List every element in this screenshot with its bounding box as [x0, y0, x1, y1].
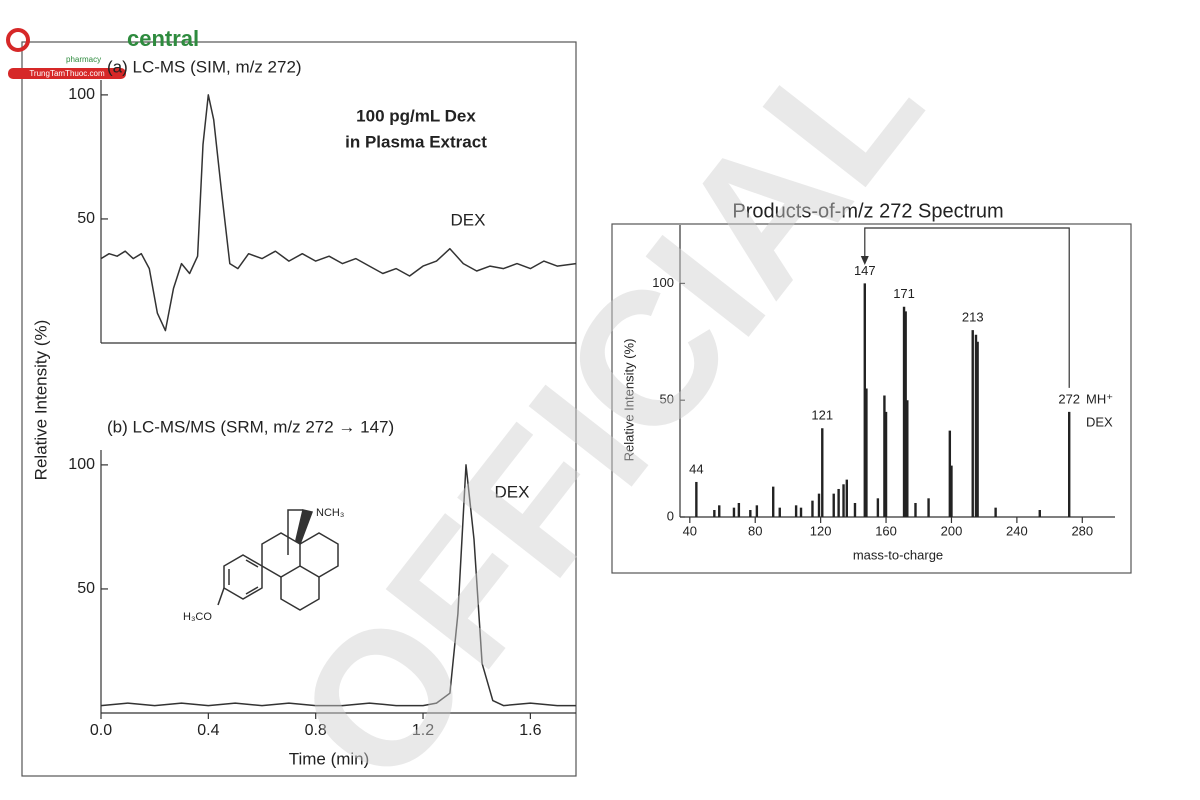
y-axis-label: Relative Intensity (%) [621, 339, 636, 462]
y-tick-label: 50 [660, 392, 674, 407]
x-tick-label: 0.8 [305, 722, 327, 739]
annotation: MH⁺ [1086, 391, 1113, 406]
peak-label: 213 [962, 310, 984, 325]
right-panel-frame [611, 223, 1132, 574]
x-tick-label: 40 [683, 523, 697, 538]
y-tick-label: 100 [68, 86, 95, 103]
trace [100, 94, 577, 332]
x-tick-label: 1.2 [412, 722, 434, 739]
annotation: NCH₃ [316, 507, 344, 519]
peak-label: 121 [811, 408, 833, 423]
annotation: in Plasma Extract [345, 132, 487, 151]
y-tick-label: 100 [652, 275, 674, 290]
y-axis-label: Relative Intensity (%) [31, 320, 50, 481]
chart-title: (a) LC-MS (SIM, m/z 272) [107, 57, 302, 76]
annotation: DEX [451, 210, 486, 229]
chart-title: (b) LC-MS/MS (SRM, m/z 272 → 147) [107, 417, 394, 436]
precursor-bracket [864, 227, 1070, 388]
y-tick-label: 0 [667, 508, 674, 523]
peak-label: 272 [1058, 391, 1080, 406]
annotation: H₃CO [183, 611, 212, 623]
left-panel-frame [21, 41, 577, 777]
chart-title: Products-of-m/z 272 Spectrum [732, 200, 1003, 222]
annotation: DEX [495, 482, 530, 501]
peak-label: 171 [893, 286, 915, 301]
x-axis-label: mass-to-charge [853, 547, 943, 562]
x-tick-label: 200 [941, 523, 963, 538]
logo-icon [6, 28, 30, 52]
x-tick-label: 120 [810, 523, 832, 538]
peak-label: 147 [854, 263, 876, 278]
peak-label: 44 [689, 461, 703, 476]
y-tick-label: 50 [77, 210, 95, 227]
annotation: DEX [1086, 414, 1113, 429]
arrow-head [860, 256, 869, 265]
x-tick-label: 0.0 [90, 722, 112, 739]
y-tick-label: 50 [77, 580, 95, 597]
logo-url: TrungTamThuoc.com [29, 69, 105, 78]
x-tick-label: 240 [1006, 523, 1028, 538]
trace [100, 464, 576, 707]
logo-badge [8, 68, 126, 79]
logo: central [127, 26, 199, 51]
x-tick-label: 80 [748, 523, 762, 538]
y-tick-label: 100 [68, 456, 95, 473]
x-tick-label: 1.6 [519, 722, 541, 739]
x-tick-label: 0.4 [197, 722, 219, 739]
x-tick-label: 160 [875, 523, 897, 538]
x-tick-label: 280 [1071, 523, 1093, 538]
molecule-structure [217, 509, 339, 611]
x-axis-label: Time (min) [289, 749, 370, 768]
annotation: 100 pg/mL Dex [356, 106, 476, 125]
logo-sub: pharmacy [66, 55, 101, 64]
